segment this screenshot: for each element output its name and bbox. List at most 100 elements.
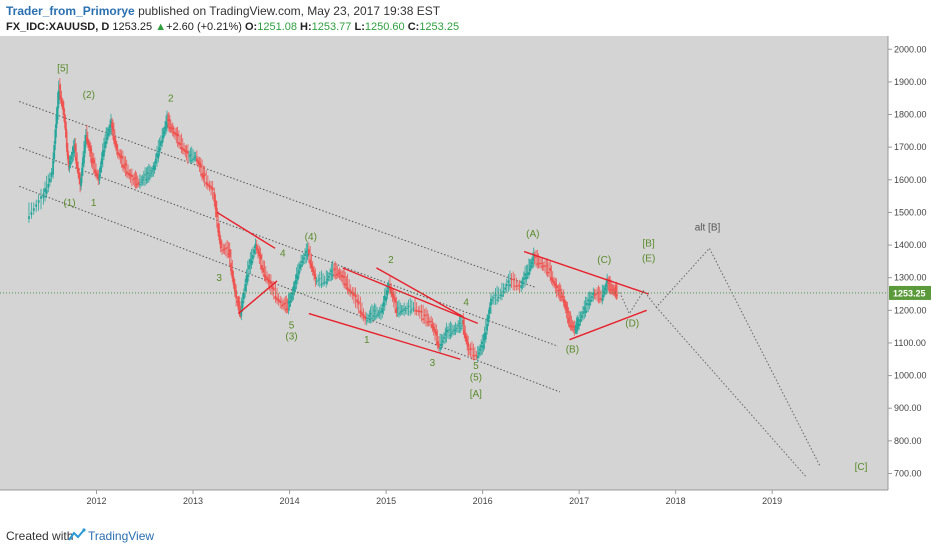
- candle-body: [211, 187, 214, 191]
- candle-body: [106, 137, 109, 140]
- candle-body: [112, 126, 114, 131]
- candle-body: [337, 273, 340, 275]
- candle-body: [310, 263, 313, 269]
- candle-body: [381, 308, 384, 313]
- candle-body: [147, 177, 150, 179]
- candle-body: [219, 239, 222, 249]
- candle-body: [242, 292, 245, 300]
- created-with-text: Created with: [6, 529, 74, 543]
- candle-body: [410, 309, 413, 311]
- candle-body: [301, 260, 304, 264]
- last-price: 1253.25: [112, 21, 153, 33]
- price-chart[interactable]: 2000.001900.001800.001700.001600.001500.…: [0, 36, 932, 520]
- candle-body: [559, 296, 562, 298]
- candle-body: [123, 165, 126, 169]
- candle-body: [110, 121, 112, 124]
- candle-body: [541, 265, 544, 268]
- wave-label: 1: [364, 335, 370, 346]
- candle-body: [428, 321, 431, 323]
- candle-body: [40, 196, 42, 199]
- y-tick-label: 1900.00: [894, 77, 927, 87]
- y-tick-label: 2000.00: [894, 44, 927, 54]
- candle-body: [297, 270, 300, 275]
- candle-body: [174, 132, 176, 135]
- author-link[interactable]: Trader_from_Primorye: [6, 4, 135, 18]
- candle-body: [285, 309, 288, 311]
- candle-body: [345, 283, 348, 286]
- candle-body: [616, 294, 618, 296]
- open-value: 1251.08: [257, 21, 297, 33]
- high-value: 1253.77: [311, 21, 352, 33]
- candle-body: [170, 127, 173, 130]
- candle-body: [348, 288, 350, 292]
- candle-body: [240, 309, 243, 317]
- y-tick-label: 1100.00: [894, 338, 926, 348]
- chart-area[interactable]: 2000.00 1900.00 1800.00 1700.00 1600.00 1500.…: [0, 36, 932, 520]
- candle-body: [343, 276, 345, 278]
- candle-body: [464, 333, 467, 338]
- candle-body: [466, 339, 469, 344]
- candle-body: [77, 167, 80, 174]
- candle-body: [394, 298, 396, 303]
- candle-body: [317, 279, 320, 281]
- candle-body: [553, 280, 555, 285]
- candle-body: [94, 169, 96, 173]
- candle-body: [610, 289, 612, 291]
- x-tick-label: 2015: [376, 496, 396, 506]
- candle-body: [315, 280, 318, 282]
- candle-body: [554, 282, 557, 287]
- candle-body: [37, 200, 40, 203]
- candle-body: [572, 325, 575, 328]
- candle-body: [45, 189, 48, 194]
- candle-body: [392, 295, 395, 300]
- candle-body: [412, 307, 415, 309]
- candle-body: [90, 159, 93, 164]
- candle-body: [213, 192, 216, 202]
- candle-body: [154, 158, 157, 164]
- candle-body: [535, 256, 537, 258]
- candle-body: [85, 134, 87, 144]
- candle-body: [134, 177, 137, 179]
- candle-body: [533, 256, 536, 258]
- candle-body: [558, 289, 561, 291]
- wave-label: alt [B]: [695, 222, 721, 233]
- candle-body: [356, 299, 359, 303]
- candle-body: [290, 296, 293, 299]
- wave-label: (B): [566, 345, 579, 356]
- candle-body: [612, 292, 615, 294]
- candle-body: [529, 268, 531, 271]
- candle-body: [73, 149, 76, 154]
- candle-body: [260, 265, 263, 270]
- candle-body: [57, 90, 60, 105]
- candle-body: [585, 302, 588, 306]
- candle-body: [161, 139, 164, 144]
- candle-body: [479, 348, 481, 351]
- candle-body: [127, 172, 129, 175]
- low-value: 1250.60: [364, 21, 405, 33]
- wave-label: [A]: [470, 389, 482, 400]
- wave-label: 5: [473, 361, 479, 372]
- y-tick-label: 1000.00: [894, 371, 927, 381]
- candle-body: [132, 179, 135, 181]
- candle-body: [604, 287, 607, 291]
- candle-body: [311, 266, 314, 272]
- candle-body: [333, 269, 335, 271]
- candle-body: [268, 280, 271, 283]
- candle-body: [304, 253, 306, 257]
- candle-body: [245, 275, 248, 283]
- candle-body: [584, 310, 587, 314]
- candle-body: [28, 216, 30, 219]
- candle-body: [520, 285, 523, 289]
- wave-label: 1: [91, 198, 97, 209]
- candle-body: [573, 326, 576, 328]
- candle-body: [292, 288, 295, 291]
- candle-body: [259, 254, 262, 260]
- tradingview-brand-link[interactable]: TradingView: [88, 529, 155, 543]
- candle-body: [35, 204, 38, 207]
- candle-body: [499, 294, 502, 296]
- candle-body: [562, 299, 565, 304]
- candle-body: [600, 298, 602, 300]
- candle-body: [455, 327, 458, 329]
- candle-body: [531, 258, 534, 261]
- candle-body: [454, 330, 457, 332]
